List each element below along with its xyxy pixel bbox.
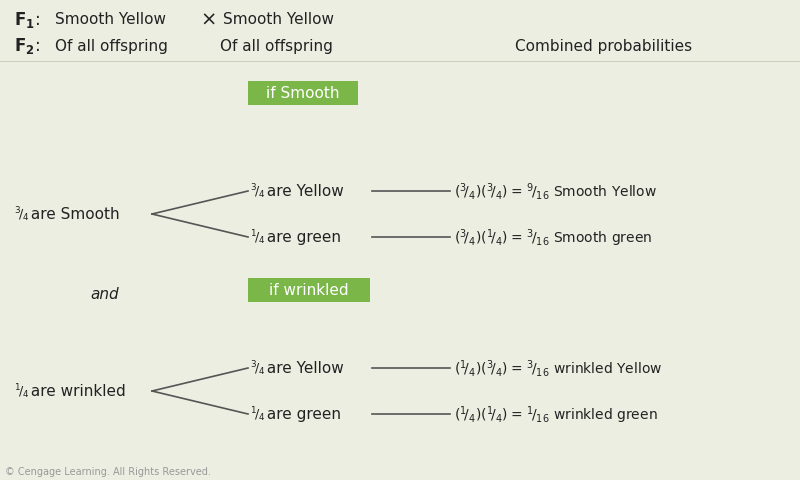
Text: are Smooth: are Smooth <box>26 207 120 222</box>
Text: are green: are green <box>262 407 341 421</box>
FancyBboxPatch shape <box>248 278 370 302</box>
Text: $(^3\!/_4)(^3\!/_4) = \,^9\!/_{16}$ Smooth Yellow: $(^3\!/_4)(^3\!/_4) = \,^9\!/_{16}$ Smoo… <box>454 181 657 202</box>
Text: are Yellow: are Yellow <box>262 184 344 199</box>
Text: $(^3\!/_4)(^1\!/_4) = \,^3\!/_{16}$ Smooth green: $(^3\!/_4)(^1\!/_4) = \,^3\!/_{16}$ Smoo… <box>454 227 652 248</box>
Text: Smooth Yellow: Smooth Yellow <box>223 12 334 27</box>
Text: Smooth Yellow: Smooth Yellow <box>55 12 166 27</box>
Text: Of all offspring: Of all offspring <box>55 38 168 53</box>
Text: if wrinkled: if wrinkled <box>269 283 349 298</box>
Text: $^1\!/_4$: $^1\!/_4$ <box>250 405 266 423</box>
Text: © Cengage Learning. All Rights Reserved.: © Cengage Learning. All Rights Reserved. <box>5 466 211 476</box>
FancyBboxPatch shape <box>248 82 358 106</box>
Text: if Smooth: if Smooth <box>266 86 340 101</box>
Text: ×: × <box>200 11 216 29</box>
Text: are wrinkled: are wrinkled <box>26 384 126 399</box>
Text: and: and <box>90 287 118 302</box>
Text: $\mathbf{F_2}$:: $\mathbf{F_2}$: <box>14 36 40 56</box>
Text: $^1\!/_4$: $^1\!/_4$ <box>250 228 266 247</box>
Text: Of all offspring: Of all offspring <box>220 38 333 53</box>
Text: $\mathbf{F_1}$:: $\mathbf{F_1}$: <box>14 10 40 30</box>
Text: are green: are green <box>262 230 341 245</box>
Text: $(^1\!/_4)(^3\!/_4) = \,^3\!/_{16}$ wrinkled Yellow: $(^1\!/_4)(^3\!/_4) = \,^3\!/_{16}$ wrin… <box>454 358 662 379</box>
Text: $^3\!/_4$: $^3\!/_4$ <box>250 182 266 201</box>
Text: $(^1\!/_4)(^1\!/_4) = \,^1\!/_{16}$ wrinkled green: $(^1\!/_4)(^1\!/_4) = \,^1\!/_{16}$ wrin… <box>454 403 658 425</box>
Text: are Yellow: are Yellow <box>262 361 344 376</box>
Text: $^3\!/_4$: $^3\!/_4$ <box>250 359 266 378</box>
Text: Combined probabilities: Combined probabilities <box>515 38 692 53</box>
Text: $^1\!/_4$: $^1\!/_4$ <box>14 382 30 400</box>
Text: $^3\!/_4$: $^3\!/_4$ <box>14 205 30 224</box>
